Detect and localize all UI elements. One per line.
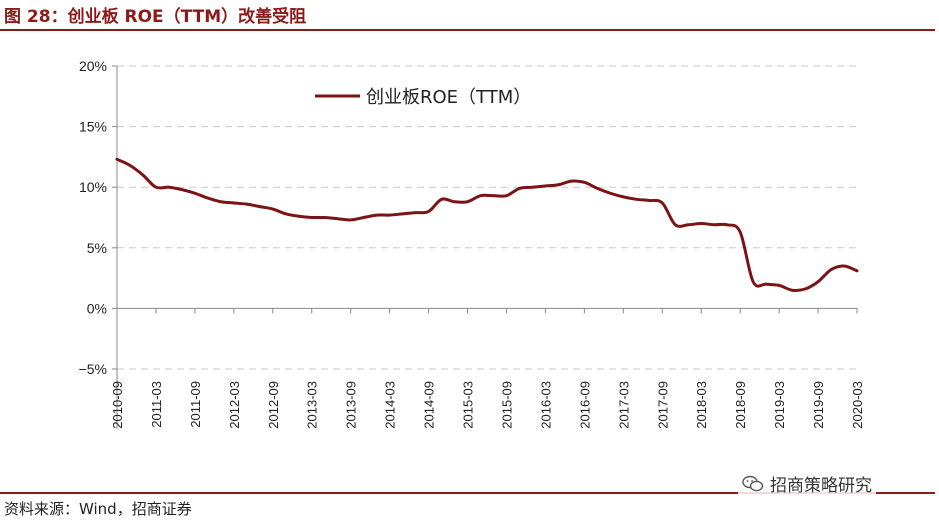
x-tick-label: 2016-03	[538, 381, 553, 429]
y-tick-label: 10%	[79, 179, 107, 195]
grid-lines	[117, 65, 857, 370]
x-tick-label: 2011-09	[188, 381, 203, 428]
x-tick-label: 2013-09	[344, 381, 359, 429]
x-tick-label: 2017-09	[655, 381, 670, 429]
x-tick-label: 2016-09	[577, 381, 592, 429]
x-tick-label: 2014-03	[383, 381, 398, 429]
y-tick-label: −5%	[79, 361, 107, 377]
x-tick-label: 2011-03	[149, 381, 164, 428]
x-tick-label: 2012-09	[266, 381, 281, 429]
line-chart: −5%0%5%10%15%20% 2010-09 2011-03 2011-09 20…	[79, 58, 865, 429]
watermark-label: 招商策略研究	[770, 476, 872, 496]
x-tick-label: 2015-09	[499, 381, 514, 429]
bottom-divider	[0, 492, 935, 494]
source-note: 资料来源：Wind，招商证券	[4, 500, 192, 518]
x-tick-label: 2010-09	[110, 381, 125, 429]
x-tick-label: 2019-09	[811, 381, 826, 429]
axes	[112, 65, 858, 429]
y-tick-label: 20%	[79, 58, 107, 74]
y-tick-labels: −5% 0% 5% 10% 15% 20%	[79, 58, 107, 377]
wechat-icon	[742, 475, 764, 491]
y-tick-label: 0%	[87, 300, 107, 316]
series-line-roe	[115, 157, 859, 292]
x-tick-label: 2015-03	[461, 381, 476, 429]
y-tick-label: 15%	[79, 119, 107, 135]
x-tick-label: 2014-09	[422, 381, 437, 429]
x-tick-label: 2020-03	[850, 381, 865, 429]
legend: 创业板ROE（TTM）	[315, 87, 531, 108]
x-tick-labels: 2010-09 2011-03 2011-09 2012-03 2012-09 2013-…	[110, 381, 865, 429]
top-divider	[0, 29, 935, 31]
x-tick-label: 2012-03	[227, 381, 242, 429]
x-tick-label: 2017-03	[616, 381, 631, 429]
x-tick-label: 2018-03	[694, 381, 709, 429]
figure-title: 图 28：创业板 ROE（TTM）改善受阻	[4, 7, 307, 27]
legend-label: 创业板ROE（TTM）	[366, 87, 531, 108]
y-tick-label: 5%	[87, 240, 107, 256]
watermark: 招商策略研究	[738, 471, 876, 496]
x-tick-label: 2019-03	[772, 381, 787, 429]
x-tick-label: 2018-09	[733, 381, 748, 429]
series-layer	[115, 157, 859, 292]
x-tick-label: 2013-03	[305, 381, 320, 429]
